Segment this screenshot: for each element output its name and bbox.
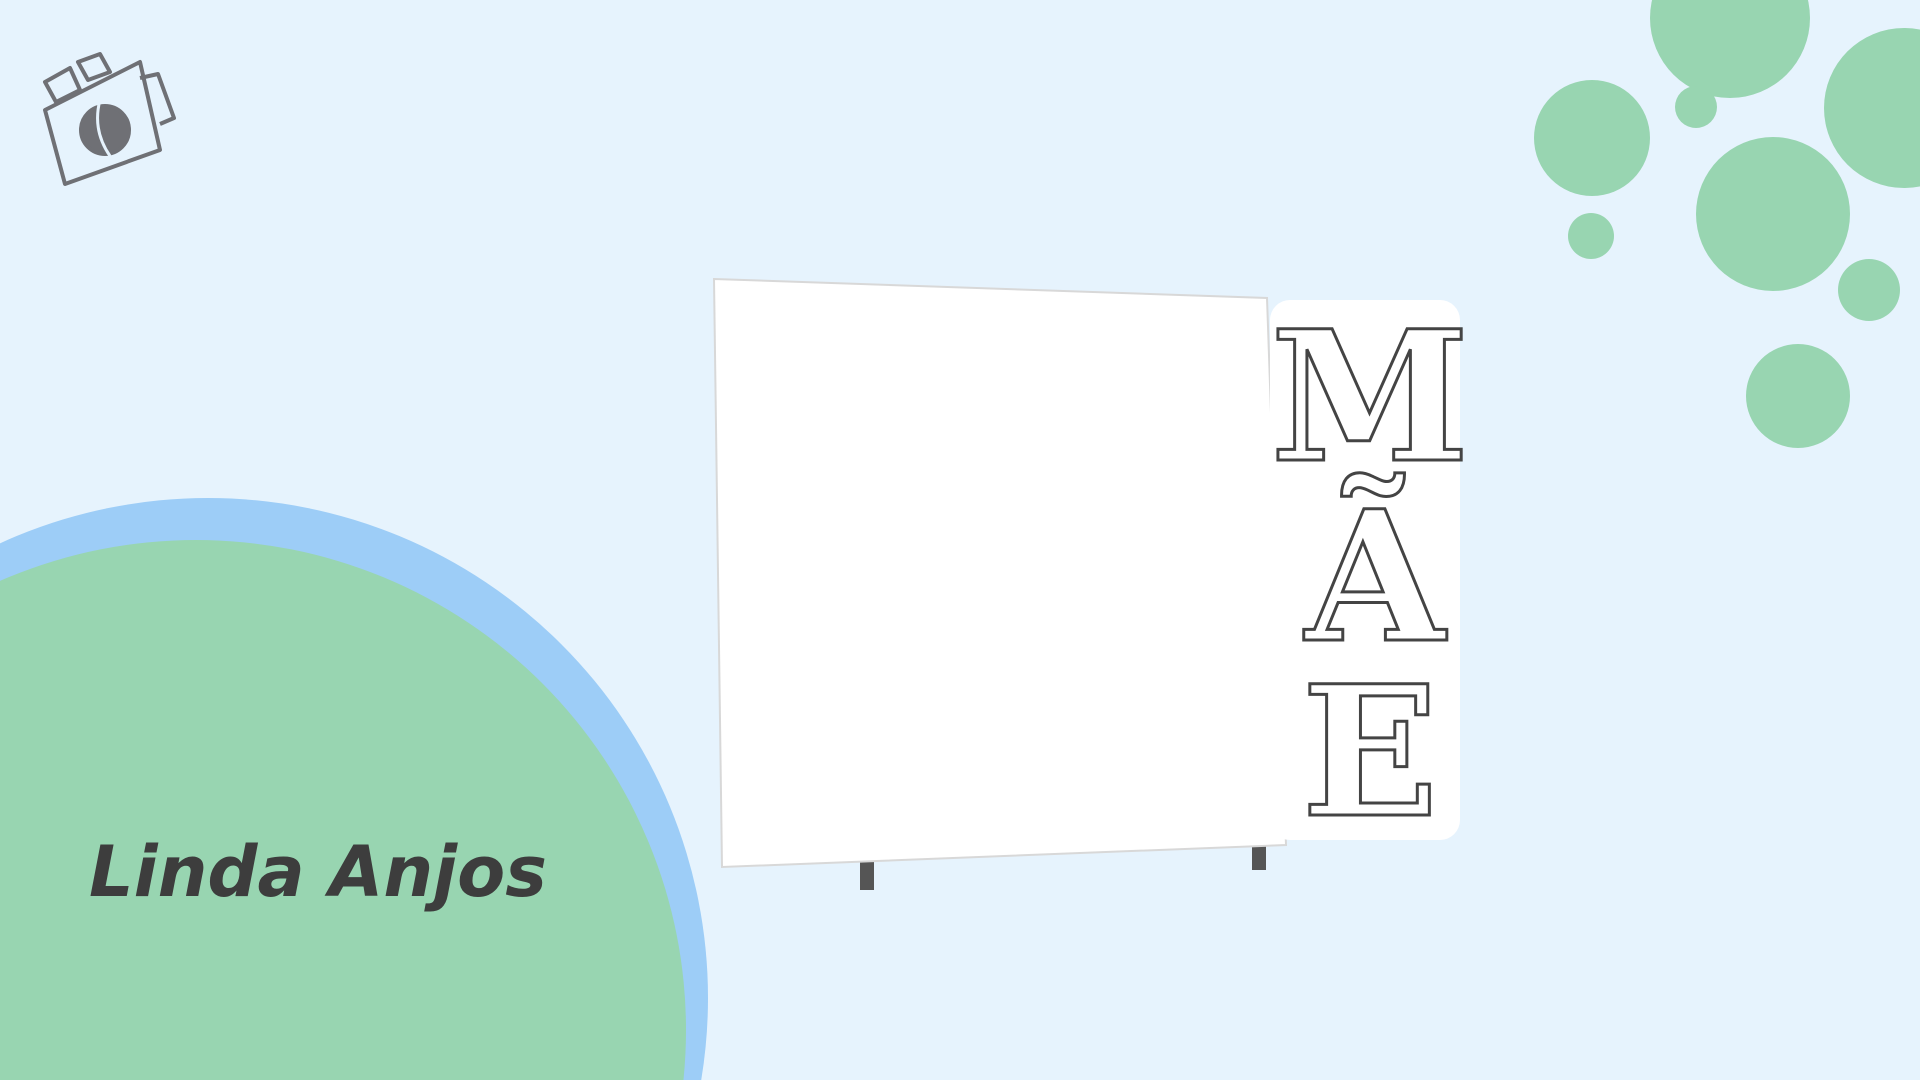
bubble xyxy=(1838,259,1900,321)
bubble xyxy=(1746,344,1850,448)
product-letter: M xyxy=(1270,292,1469,503)
bubbles xyxy=(1534,0,1920,448)
bubble xyxy=(1568,213,1614,259)
green-circle xyxy=(0,540,686,1080)
product-letter: Ã xyxy=(1303,472,1447,683)
author-name: Linda Anjos xyxy=(89,831,547,913)
letters-panel xyxy=(1270,300,1460,840)
photo-panel xyxy=(712,277,1288,869)
bubble xyxy=(1696,137,1850,291)
bubble xyxy=(1824,28,1920,188)
bubble xyxy=(1650,0,1810,98)
logo-icon xyxy=(43,52,176,186)
bubble xyxy=(1534,80,1650,196)
product-letter: E xyxy=(1301,647,1438,858)
bubble xyxy=(1675,86,1717,128)
product: M Ã E xyxy=(712,277,1471,890)
